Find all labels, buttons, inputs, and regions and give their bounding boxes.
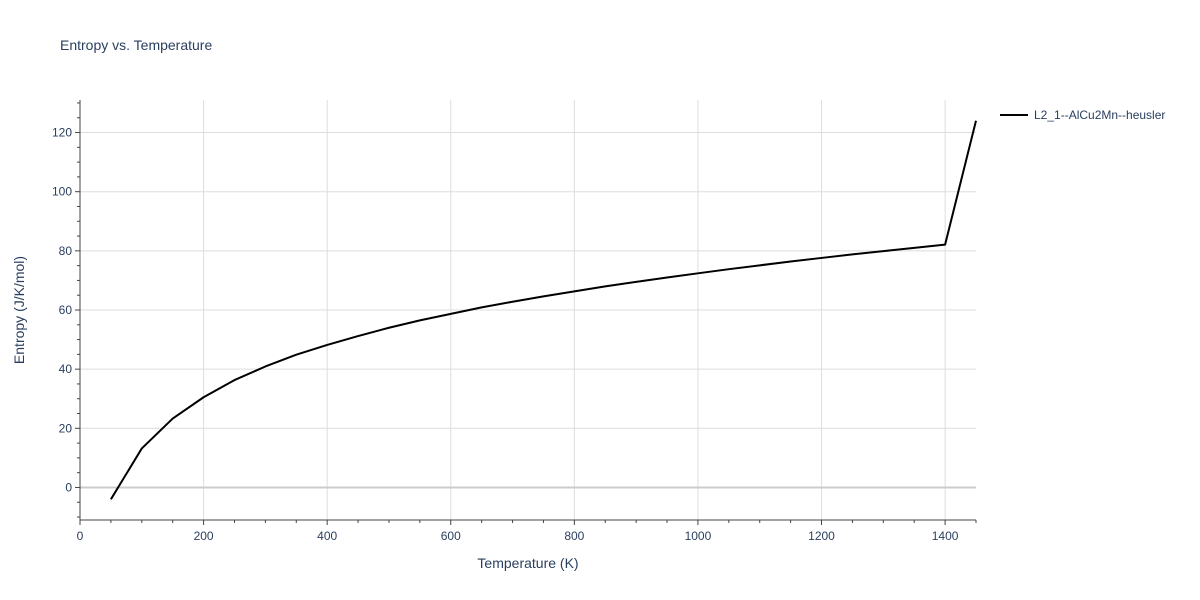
x-tick-label: 1400	[932, 529, 959, 543]
grid-layer	[80, 100, 976, 520]
x-tick-label: 1000	[685, 529, 712, 543]
y-tick-label: 100	[52, 185, 72, 199]
x-tick-label: 600	[441, 529, 461, 543]
series-line[interactable]	[110, 120, 977, 500]
y-tick-label: 120	[52, 126, 72, 140]
x-tick-label: 200	[194, 529, 214, 543]
y-axis-title: Entropy (J/K/mol)	[11, 256, 27, 364]
x-tick-label: 400	[317, 529, 337, 543]
y-tick-label: 60	[59, 303, 73, 317]
legend[interactable]: L2_1--AlCu2Mn--heusler	[1000, 108, 1165, 122]
y-tick-label: 0	[65, 480, 72, 494]
y-tick-label: 80	[59, 244, 73, 258]
x-axis-title: Temperature (K)	[477, 555, 578, 571]
chart-title: Entropy vs. Temperature	[60, 37, 212, 53]
y-tick-label: 20	[59, 421, 73, 435]
x-tick-label: 1200	[808, 529, 835, 543]
axes-layer: 0 200 400 600 800 1000 1200 1400 0 20 40 60 80 100 120	[52, 100, 977, 543]
series-layer	[110, 120, 977, 500]
legend-item-label: L2_1--AlCu2Mn--heusler	[1034, 108, 1165, 122]
x-tick-label: 800	[564, 529, 584, 543]
y-tick-label: 40	[59, 362, 73, 376]
x-tick-label: 0	[77, 529, 84, 543]
